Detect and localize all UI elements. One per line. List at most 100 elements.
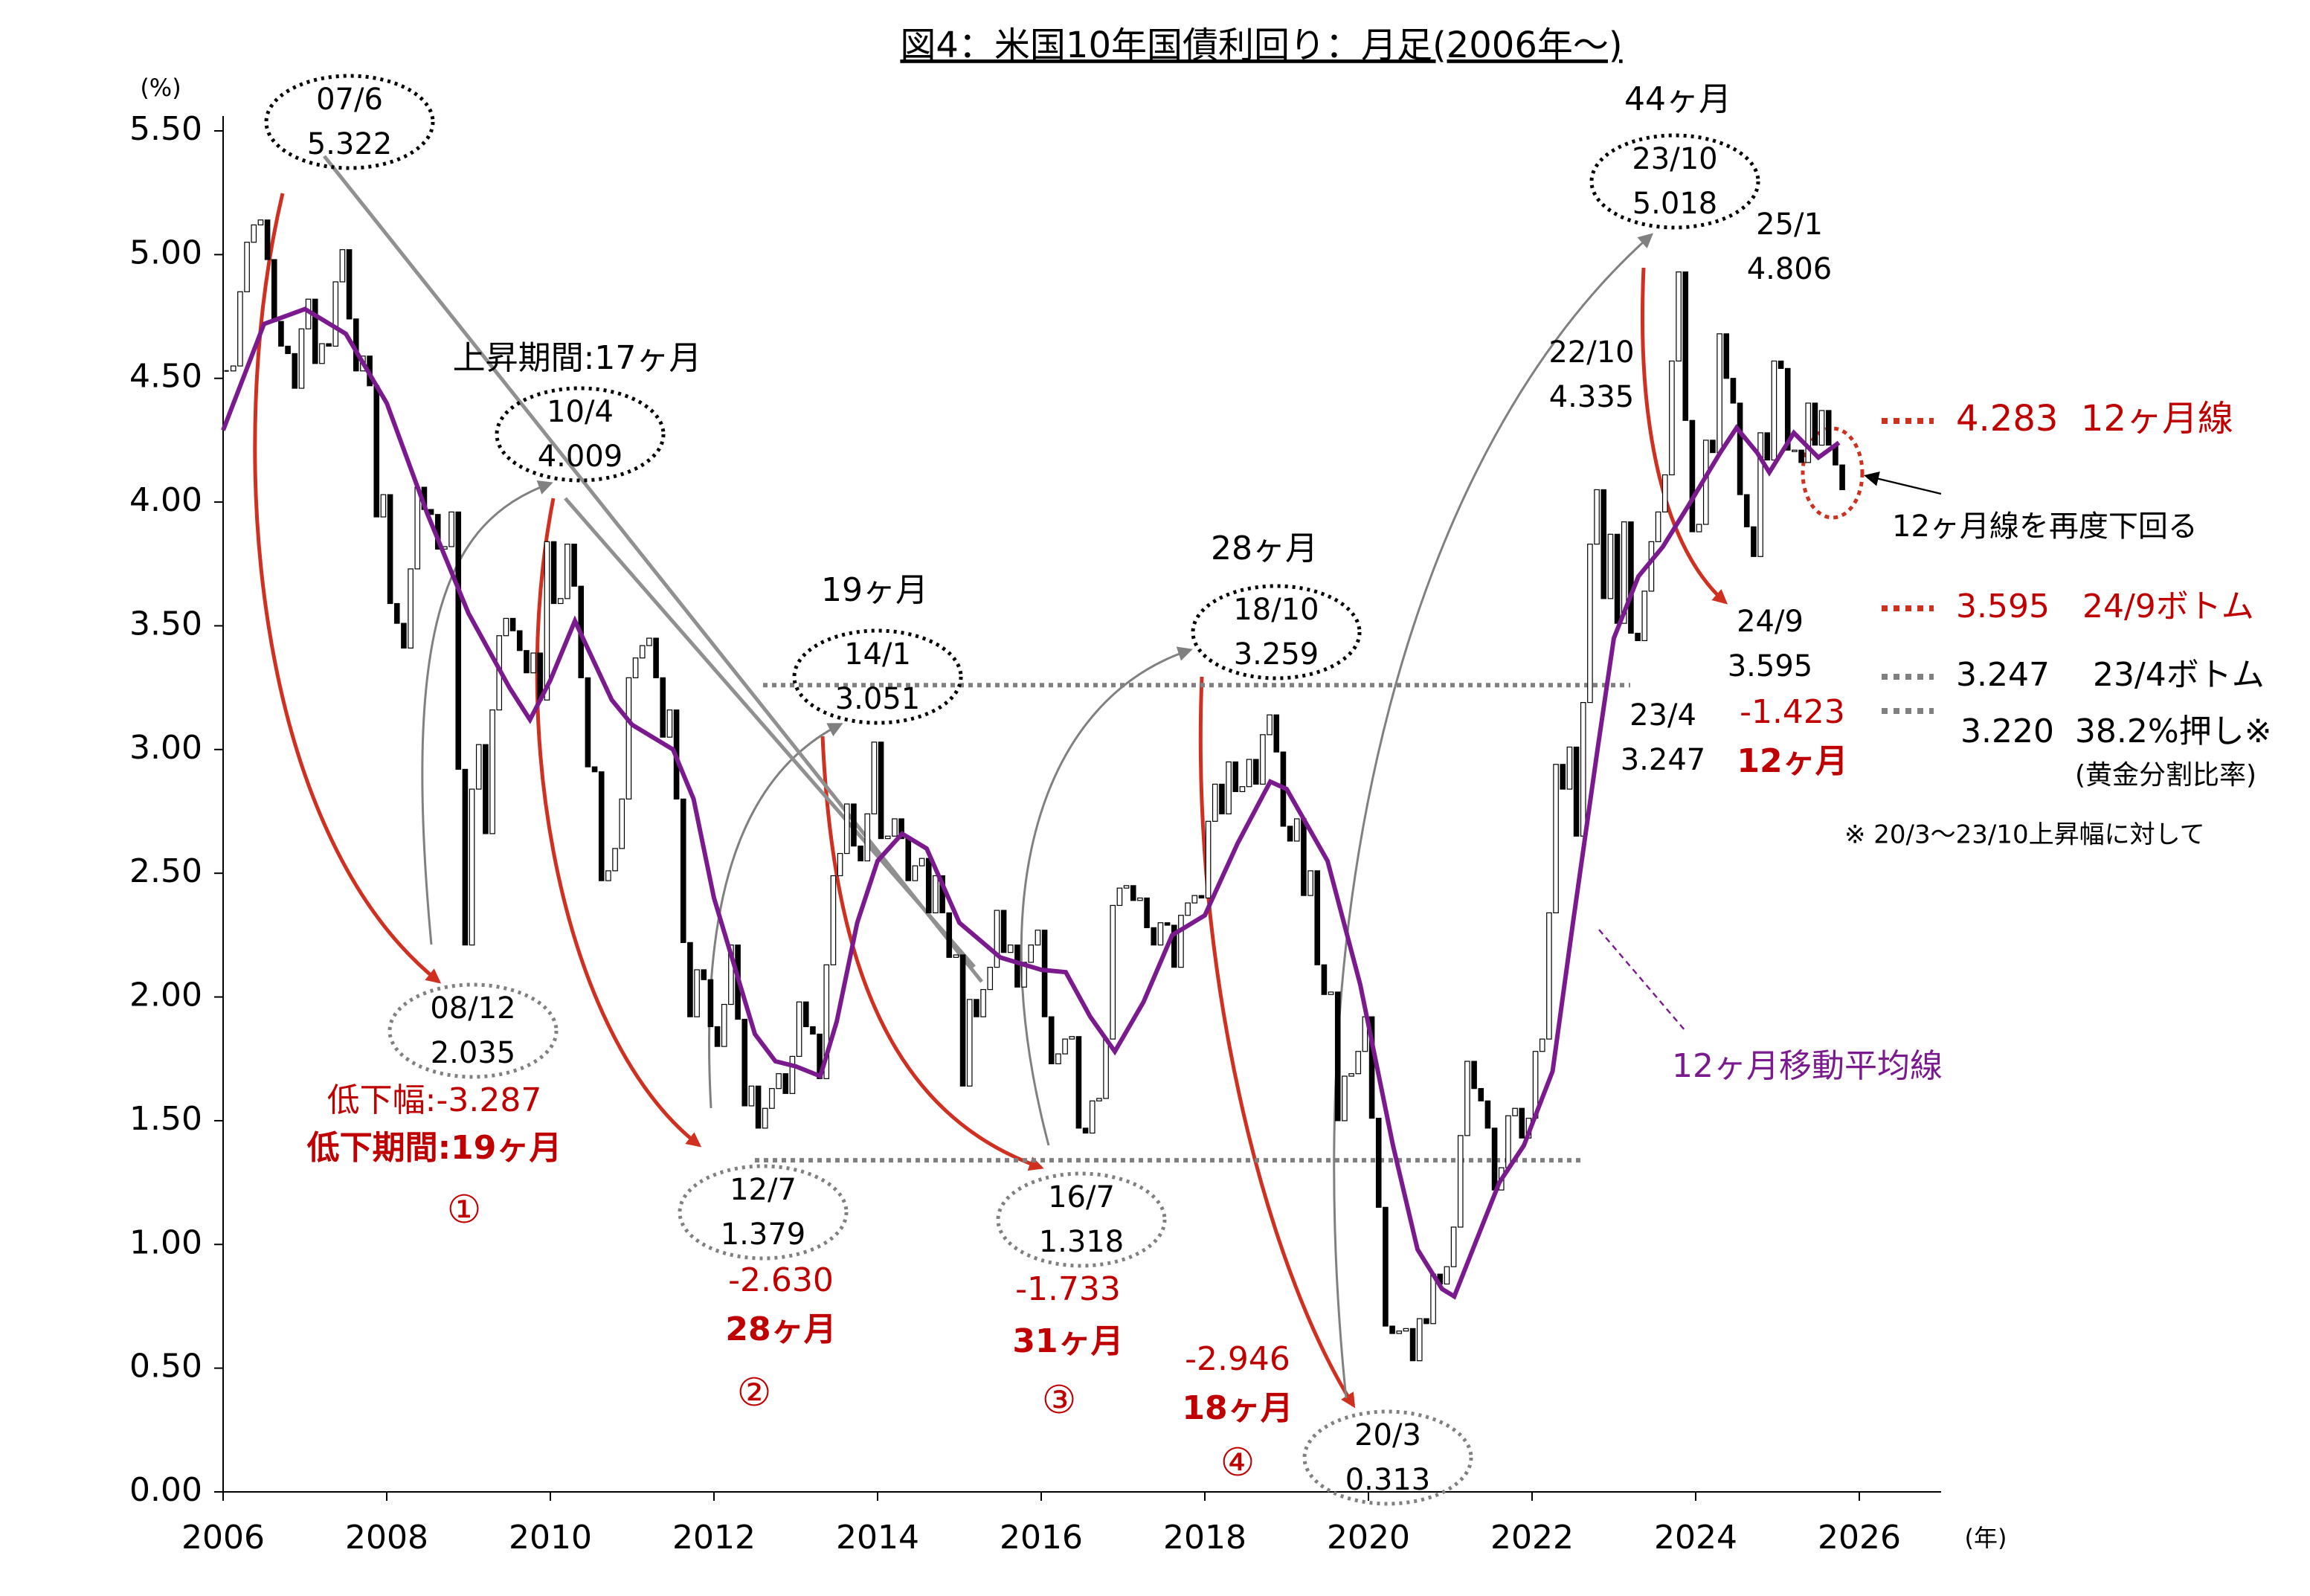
candle [244,242,250,292]
candle [257,219,264,226]
candle [264,219,271,260]
callout-value: 0.313 [1345,1463,1431,1497]
candle [1151,927,1157,946]
candle [1252,759,1259,785]
candle [878,741,884,840]
red-arrow [535,498,702,1148]
candle [1648,541,1655,592]
callout-ellipse [1191,584,1362,680]
y-tick-label: 1.50 [129,1100,202,1138]
candle [721,1003,727,1047]
candle [380,494,387,518]
y-tick-label: 2.50 [129,852,202,890]
candle [1110,904,1116,1040]
candle [1334,991,1341,1122]
right-note: 12ヶ月線を再度下回る [1892,509,2198,544]
candle [714,1026,721,1047]
decline-period: 12ヶ月 [1737,742,1847,780]
y-tick-label: 1.00 [129,1223,202,1261]
candle [1178,915,1184,968]
candle [1103,1038,1109,1099]
callout-value: 2.035 [431,1036,516,1070]
candle [871,741,878,814]
callout-value: 4.009 [538,440,623,474]
candle [1839,464,1845,491]
candle [898,818,904,840]
candle [251,224,257,243]
candle [1000,910,1007,953]
candle [660,677,666,738]
callout-value: 3.247 [1621,743,1706,777]
candle [1737,402,1743,495]
candle [1048,1016,1055,1064]
candle [1777,360,1784,370]
candle [1409,1328,1416,1362]
callout-value: 3.259 [1234,637,1319,672]
right-note: 3.220 38.2%押し※ [1960,712,2272,750]
candle [1546,912,1552,1040]
candle [530,652,536,674]
candle [632,657,639,678]
candle [1164,922,1171,926]
candle [1301,818,1307,896]
candle [1560,764,1566,790]
candle [1512,1107,1518,1116]
candle [1055,1053,1061,1064]
decline-number: ① [447,1188,482,1232]
candle [1594,489,1600,545]
candle [1014,945,1020,988]
candle [1171,924,1177,968]
candle [1628,521,1634,634]
candle [653,637,659,678]
candle [1396,1330,1403,1334]
period-label: 19ヶ月 [821,571,928,609]
callout-date: 08/12 [430,991,515,1026]
period-label: 28ヶ月 [1211,530,1318,567]
x-tick-label: 2010 [509,1519,592,1557]
candle [271,259,277,322]
candle [585,677,591,768]
red-arrow [1641,267,1728,605]
candle [1137,897,1143,901]
candle [278,321,284,347]
candle [408,568,414,649]
candle [1096,1098,1102,1101]
candle [591,766,598,773]
candle [980,988,986,1017]
candle [489,709,495,834]
candle [1130,885,1136,901]
candle [912,865,918,881]
right-note: 4.283 12ヶ月線 [1956,398,2233,440]
candle [851,803,857,847]
candle [1007,945,1014,953]
candle [557,598,564,605]
x-tick-label: 2020 [1327,1519,1410,1557]
candle [953,954,959,958]
candle [946,912,953,958]
red-arrow [1198,676,1356,1409]
candle [918,857,925,866]
period-label: 上昇期間:17ヶ月 [453,339,702,377]
candle [1580,701,1586,837]
callout-date: 22/10 [1548,335,1634,370]
y-tick-label: 2.00 [129,976,202,1014]
candle [1798,449,1804,463]
candle [1471,1061,1477,1090]
candle [1600,489,1607,599]
candle [1232,761,1239,792]
candle [1635,632,1641,642]
candle [1669,360,1675,476]
candle [1157,922,1164,946]
candle [475,744,482,790]
callout-ellipse [387,982,559,1079]
candle [837,852,843,877]
x-tick-label: 2014 [836,1519,919,1557]
candle [1246,759,1252,788]
candle [319,343,325,364]
candle [1082,1127,1089,1134]
candle [373,385,380,518]
candle [524,650,530,674]
x-unit: (年) [1965,1524,2007,1552]
candle [1389,1325,1395,1334]
candle [1614,533,1621,624]
